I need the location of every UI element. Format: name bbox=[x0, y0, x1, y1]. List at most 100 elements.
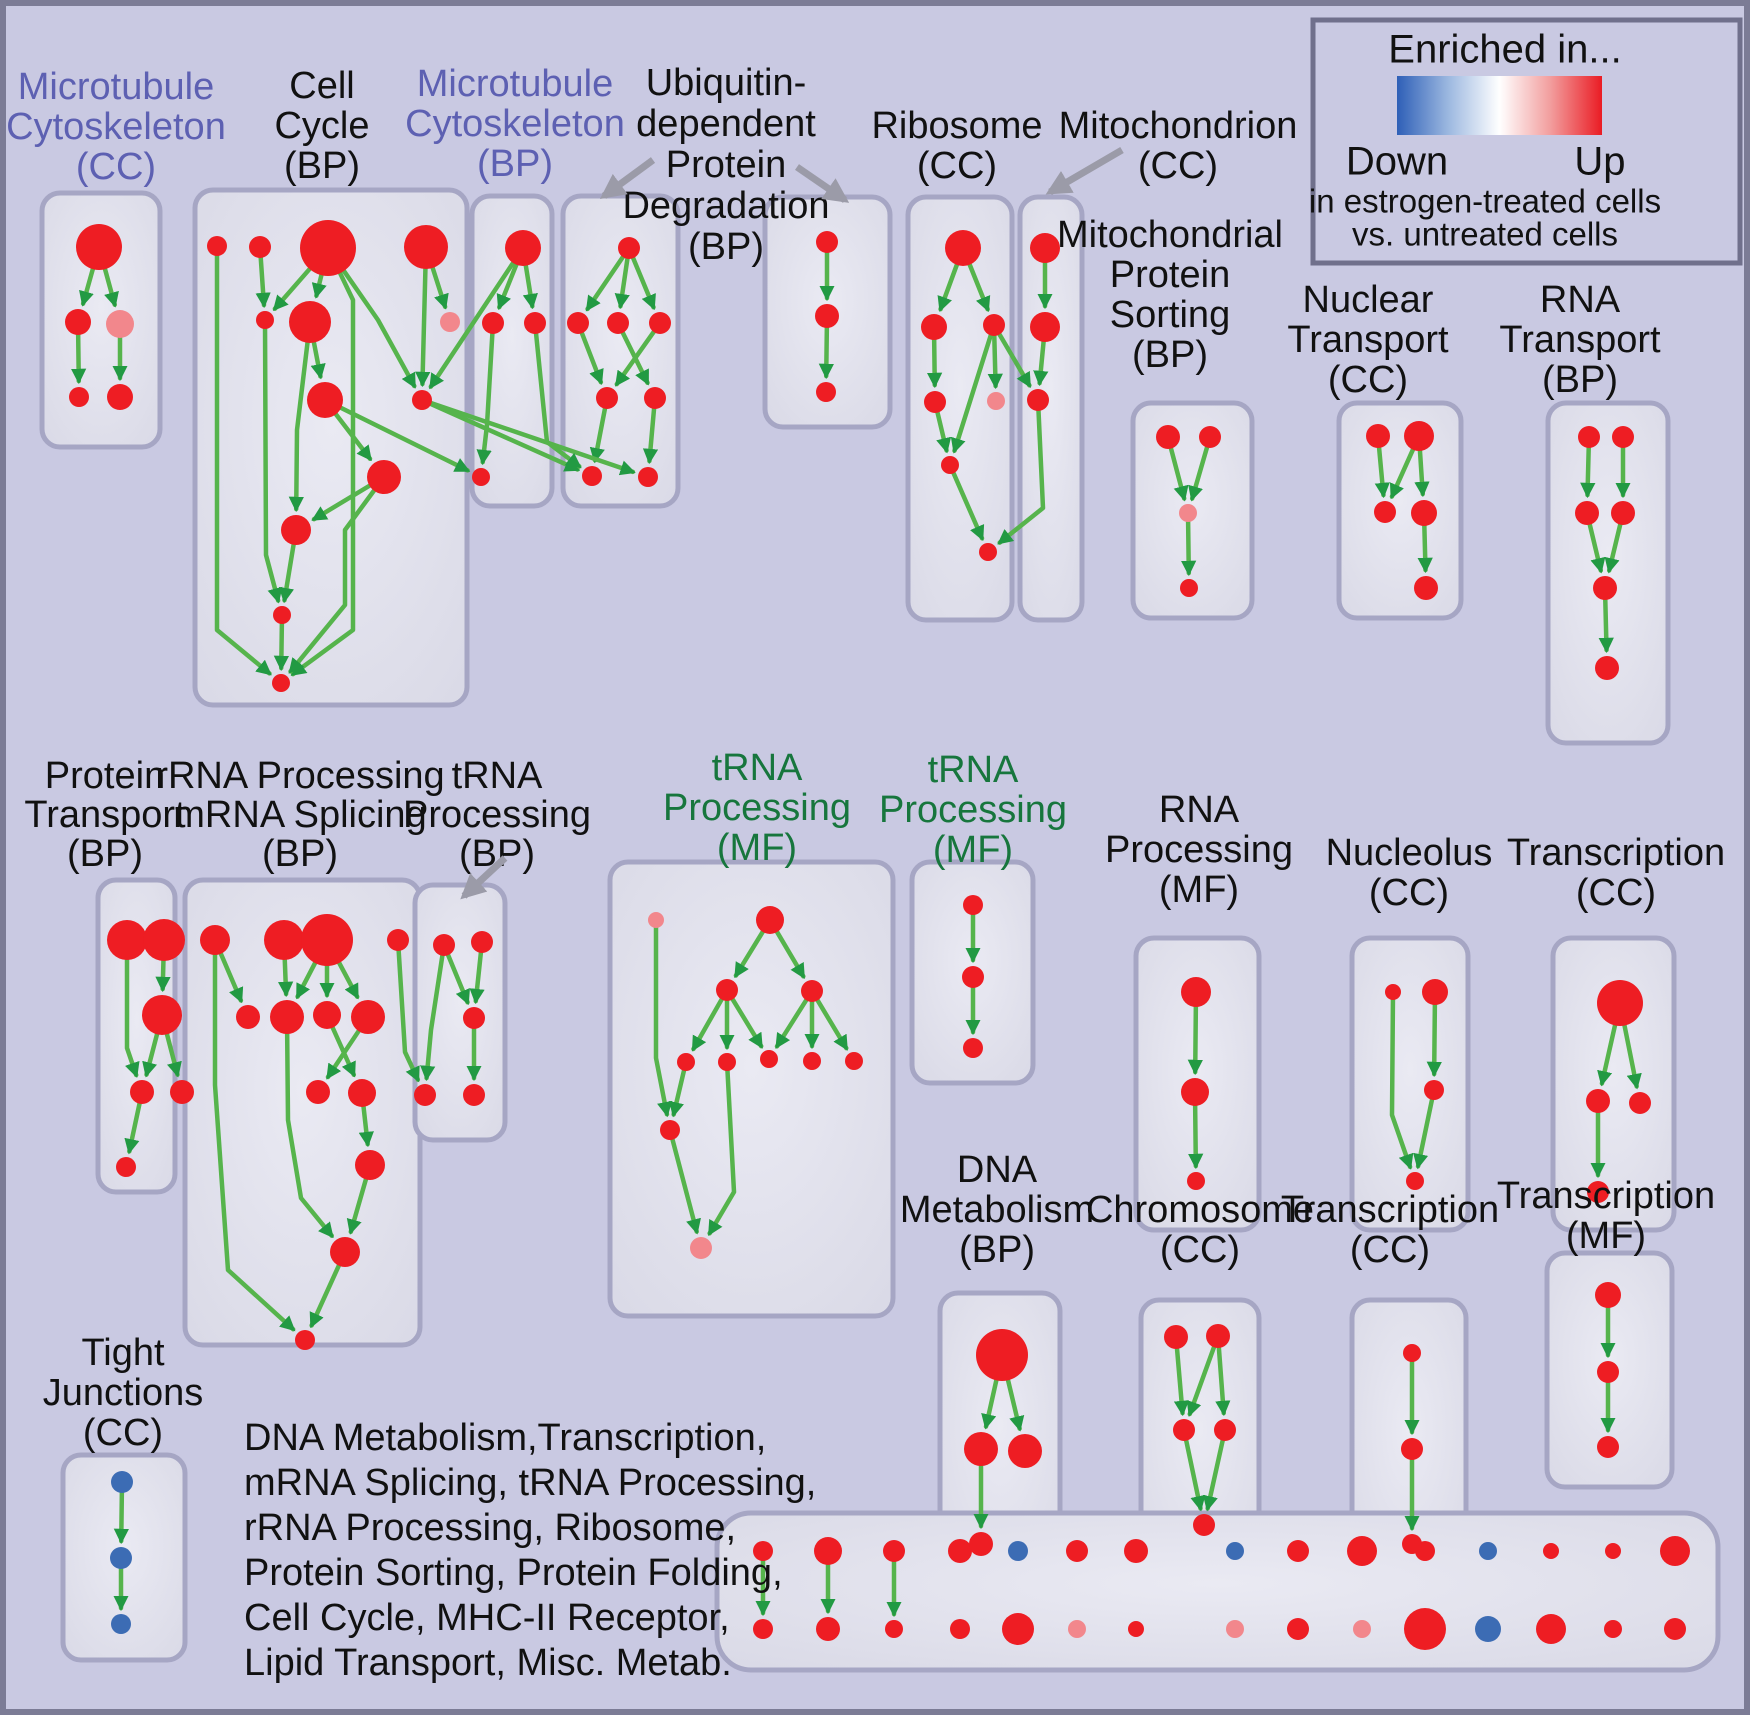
go-node-rrna-mrna-g4 bbox=[387, 929, 409, 951]
cluster-label-ribosome: Ribosome(CC) bbox=[871, 105, 1042, 187]
cluster-label-mitochondrion: Mitochondrion(CC) bbox=[1059, 105, 1298, 187]
edge-ubiquitin-deg-1-u1-u2 bbox=[585, 254, 626, 312]
edge-trna-bp-b2-b3 bbox=[469, 949, 485, 1005]
go-node-microtubule-bp-m4 bbox=[472, 468, 490, 486]
legend-box bbox=[1310, 17, 1743, 266]
go-node-mixed-top-12 bbox=[1479, 1542, 1497, 1560]
cluster-label-line: RNA bbox=[1159, 789, 1240, 831]
edge-chromosome-c4-c5 bbox=[1202, 1437, 1226, 1512]
edge-cell-cycle-c11-c12 bbox=[278, 541, 296, 604]
edge-rna-transport-n1-n3 bbox=[1580, 444, 1596, 499]
go-node-rrna-mrna-g2 bbox=[264, 920, 304, 960]
go-node-transcription-mf-m3 bbox=[1597, 1436, 1619, 1458]
edge-trna-mf-a-f3-f5 bbox=[691, 996, 725, 1052]
cluster-label-line: (BP) bbox=[262, 833, 338, 875]
cluster-label-chromosome: Chromosome(CC) bbox=[1086, 1189, 1314, 1271]
go-node-rrna-mrna-h4 bbox=[351, 1000, 385, 1034]
go-node-ribosome-r6 bbox=[941, 456, 959, 474]
go-node-nuclear-transport-n2 bbox=[1404, 421, 1434, 451]
cluster-label-line: DNA bbox=[957, 1149, 1038, 1191]
go-node-mitochondrion-t2 bbox=[1030, 312, 1060, 342]
cluster-label-line: Mitochondrial bbox=[1057, 214, 1283, 256]
edge-cell-cycle-c3-c9 bbox=[341, 267, 417, 389]
cluster-label-line: Transport bbox=[1499, 319, 1661, 361]
go-node-dna-metabolism-d4 bbox=[969, 1532, 993, 1556]
edge-rna-transport-n4-n5 bbox=[1604, 521, 1623, 574]
cluster-label-line: (CC) bbox=[76, 146, 156, 188]
cluster-box-mixed-terms bbox=[714, 1510, 1721, 1673]
go-node-transcription-cc-a-t4 bbox=[1587, 1181, 1609, 1203]
cluster-label-line: Processing bbox=[879, 789, 1067, 831]
go-node-transcription-cc-a-t2 bbox=[1586, 1089, 1610, 1113]
edge-cell-cycle-c3-c5 bbox=[272, 266, 313, 312]
cluster-label-line: (CC) bbox=[1576, 872, 1656, 914]
note-line: Lipid Transport, Misc. Metab. bbox=[244, 1642, 732, 1684]
go-node-mixed-top-14 bbox=[1605, 1543, 1621, 1559]
go-node-ubiquitin-deg-2-q1 bbox=[816, 231, 838, 253]
go-node-cell-cycle-c4 bbox=[404, 225, 448, 269]
cluster-label-transcription-cc-b: Transcription(CC) bbox=[1281, 1189, 1499, 1271]
cluster-label-line: (CC) bbox=[1138, 145, 1218, 187]
go-node-mixed-top-3 bbox=[883, 1540, 905, 1562]
go-node-mito-protein-sorting-p4 bbox=[1180, 579, 1198, 597]
edge-chromosome-c2-c4 bbox=[1215, 1344, 1231, 1417]
go-node-nuclear-transport-n1 bbox=[1366, 424, 1390, 448]
cluster-label-line: (BP) bbox=[67, 833, 143, 875]
go-node-trna-mf-a-f6 bbox=[718, 1053, 736, 1071]
go-node-ubiquitin-deg-1-u8 bbox=[638, 467, 658, 487]
edge-ribosome-r1-r2 bbox=[937, 261, 960, 313]
cluster-label-line: Protein bbox=[45, 755, 165, 797]
edge-nuclear-transport-n2-n3 bbox=[1389, 446, 1416, 500]
go-node-rrna-mrna-g1 bbox=[200, 925, 230, 955]
go-node-mitochondrion-t3 bbox=[1027, 389, 1049, 411]
go-node-protein-transport-p2 bbox=[143, 919, 185, 961]
edge-ribosome-r4-r6 bbox=[935, 409, 952, 454]
edge-cell-cycle-c3-c13 bbox=[290, 270, 356, 677]
go-node-rna-transport-n5 bbox=[1593, 576, 1617, 600]
go-node-trna-mf-a-f4 bbox=[801, 980, 823, 1002]
edge-protein-transport-p3-p4 bbox=[142, 1031, 160, 1078]
cluster-label-line: rRNA Processing bbox=[155, 755, 444, 797]
cluster-label-line: (BP) bbox=[959, 1229, 1035, 1271]
go-node-microtubule-cc-b bbox=[65, 309, 91, 335]
go-node-rrna-mrna-h2 bbox=[270, 1000, 304, 1034]
cluster-label-ubiquitin-deg: Ubiquitin-dependentProteinDegradation(BP… bbox=[622, 62, 829, 268]
cluster-label-line: Transcription bbox=[1507, 832, 1725, 874]
edge-cell-cycle-c6-c11 bbox=[288, 339, 310, 513]
cluster-box-transcription-cc-a bbox=[1550, 935, 1677, 1233]
go-node-rrna-mrna-j bbox=[355, 1150, 385, 1180]
edge-rrna-mrna-h2-k bbox=[284, 1030, 334, 1239]
edge-cell-cycle-c10-c11 bbox=[311, 483, 373, 522]
go-node-rrna-mrna-l bbox=[295, 1330, 315, 1350]
edge-mito-protein-sorting-p3-p4 bbox=[1180, 518, 1197, 577]
go-node-rrna-mrna-k bbox=[330, 1237, 360, 1267]
edge-nucleolus-n3-n4 bbox=[1413, 1096, 1435, 1170]
edge-rrna-mrna-j-k bbox=[346, 1176, 369, 1235]
go-node-nuclear-transport-n3 bbox=[1374, 501, 1396, 523]
edge-rna-transport-n5-n6 bbox=[1598, 596, 1614, 654]
note-line: Protein Sorting, Protein Folding, bbox=[244, 1552, 783, 1594]
go-node-mito-protein-sorting-p3 bbox=[1179, 504, 1197, 522]
cross-edge-rrna-mrna.g4-trna-bp.b4 bbox=[396, 947, 421, 1083]
go-node-mixed-top-8 bbox=[1226, 1542, 1244, 1560]
legend-up-label: Up bbox=[1574, 140, 1625, 184]
go-node-rna-processing-mf-r1 bbox=[1181, 977, 1211, 1007]
cluster-label-line: (CC) bbox=[1328, 359, 1408, 401]
go-node-mixed-bottom-15 bbox=[1664, 1618, 1686, 1640]
cluster-label-line: Tight bbox=[81, 1332, 165, 1374]
cross-edge-microtubule-bp.m3-ubiquitin-deg-1.u7 bbox=[533, 330, 582, 469]
edge-mitochondrion-t2-t3 bbox=[1033, 338, 1049, 387]
edge-cell-cycle-c6-c8 bbox=[310, 339, 326, 380]
edge-microtubule-cc-a-b bbox=[79, 265, 96, 307]
cluster-label-line: (CC) bbox=[917, 145, 997, 187]
cluster-label-line: dependent bbox=[636, 103, 816, 145]
edge-mito-protein-sorting-p2-p3 bbox=[1188, 444, 1210, 502]
cluster-label-line: Processing bbox=[663, 787, 851, 829]
go-node-mito-protein-sorting-p2 bbox=[1199, 426, 1221, 448]
cross-edge-microtubule-bp.m1-cell-cycle.c9 bbox=[428, 259, 516, 390]
cluster-label-line: Metabolism bbox=[900, 1189, 1094, 1231]
annotation-arrow-trna-bp-to-box bbox=[460, 855, 508, 900]
